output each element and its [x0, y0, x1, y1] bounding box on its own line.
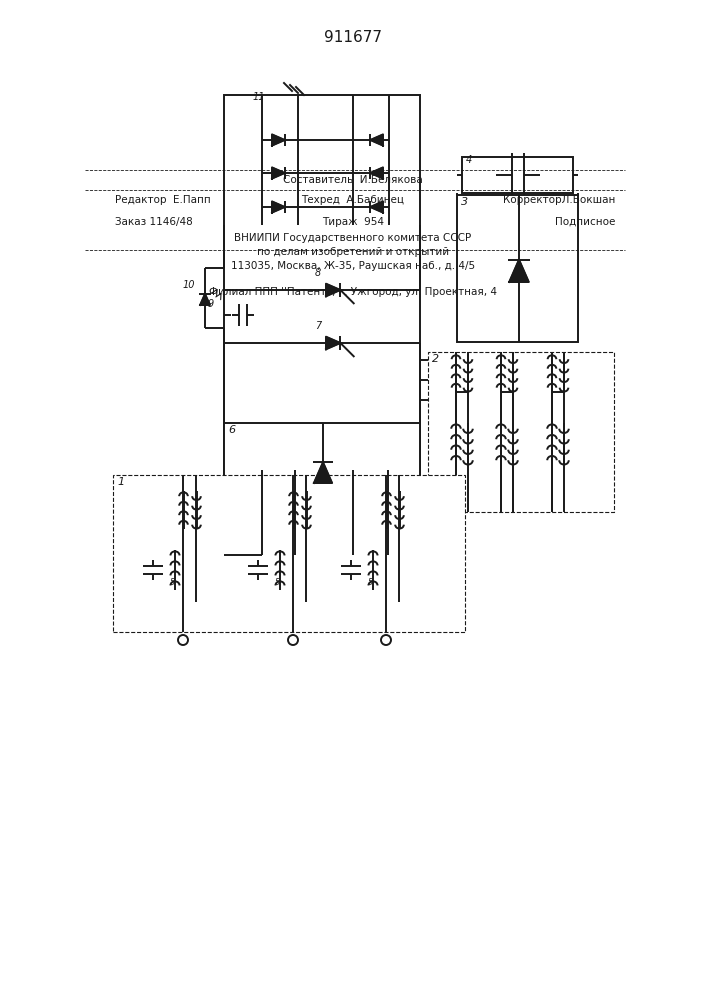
Text: 7: 7 — [315, 321, 321, 331]
Text: Составитель  И.Белякова: Составитель И.Белякова — [283, 175, 423, 185]
Polygon shape — [370, 201, 383, 213]
Polygon shape — [370, 167, 383, 179]
Polygon shape — [326, 337, 340, 349]
Polygon shape — [326, 284, 340, 296]
Polygon shape — [272, 134, 285, 146]
Polygon shape — [370, 134, 383, 146]
Text: ВНИИПИ Государственного комитета СССР: ВНИИПИ Государственного комитета СССР — [235, 233, 472, 243]
Bar — [224, 423, 420, 517]
Text: по делам изобретений и открытий: по делам изобретений и открытий — [257, 247, 449, 257]
Text: КорректорЛ.Бокшан: КорректорЛ.Бокшан — [503, 195, 615, 205]
Polygon shape — [200, 294, 210, 305]
Bar — [224, 95, 420, 555]
Text: 113035, Москва, Ж-35, Раушская наб., д. 4/5: 113035, Москва, Ж-35, Раушская наб., д. … — [231, 261, 475, 271]
Text: 2: 2 — [432, 354, 439, 364]
Text: Тираж  954: Тираж 954 — [322, 217, 384, 227]
Text: 4: 4 — [466, 155, 472, 165]
Bar — [457, 195, 578, 342]
Text: 9: 9 — [208, 299, 214, 309]
Text: Заказ 1146/48: Заказ 1146/48 — [115, 217, 193, 227]
Polygon shape — [314, 462, 332, 483]
Text: Редактор  Е.Папп: Редактор Е.Папп — [115, 195, 211, 205]
Text: 1: 1 — [117, 477, 124, 487]
Text: Филиал ППП ''Патент'', г. Ужгород, ул. Проектная, 4: Филиал ППП ''Патент'', г. Ужгород, ул. П… — [209, 287, 497, 297]
Text: 10: 10 — [183, 280, 196, 290]
Text: 5: 5 — [275, 578, 281, 587]
Text: Подписное: Подписное — [554, 217, 615, 227]
Polygon shape — [509, 260, 529, 282]
Text: 5: 5 — [170, 578, 175, 587]
Bar — [462, 157, 573, 193]
Bar — [428, 352, 614, 512]
Polygon shape — [272, 167, 285, 179]
Text: 8: 8 — [315, 268, 321, 278]
Text: 911677: 911677 — [324, 29, 382, 44]
Text: 5: 5 — [368, 578, 373, 587]
Text: 11: 11 — [253, 92, 266, 102]
Text: 6: 6 — [228, 425, 235, 435]
Bar — [113, 475, 465, 632]
Text: 3: 3 — [461, 197, 468, 207]
Polygon shape — [272, 201, 285, 213]
Text: Техред  А.Бабинец: Техред А.Бабинец — [301, 195, 404, 205]
